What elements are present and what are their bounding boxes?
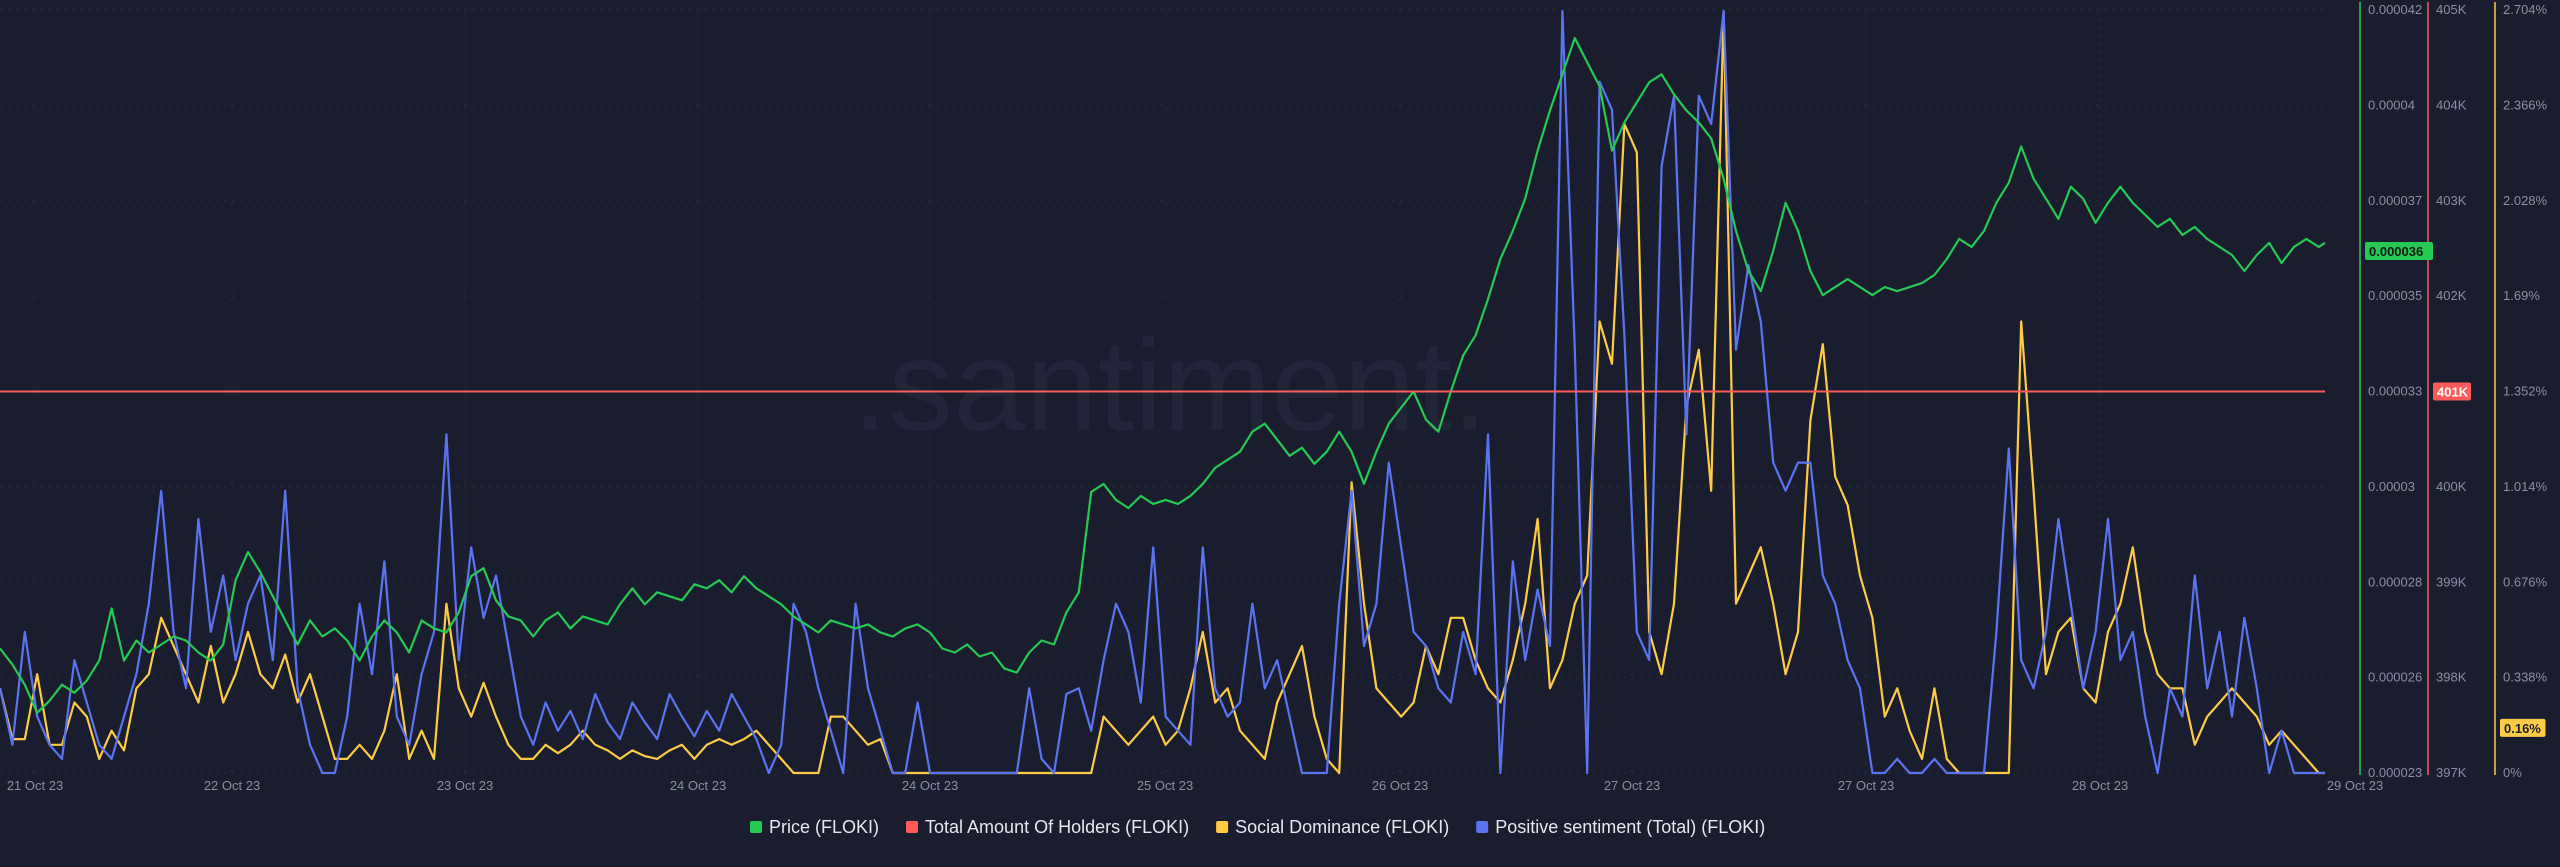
dominance-tick-label: 0.676% — [2503, 574, 2548, 589]
price-current-badge — [2365, 241, 2433, 260]
x-tick-label: 23 Oct 23 — [437, 778, 493, 793]
dominance-tick-label: 2.366% — [2503, 97, 2548, 112]
dominance-current-badge — [2500, 718, 2546, 737]
x-tick-label: 29 Oct 23 — [2327, 778, 2383, 793]
x-tick-label: 26 Oct 23 — [1372, 778, 1428, 793]
dominance-current-label: 0.16% — [2504, 721, 2541, 736]
holders-tick-label: 400K — [2436, 479, 2467, 494]
holders-tick-label: 405K — [2436, 2, 2467, 17]
holders-tick-label: 399K — [2436, 574, 2467, 589]
x-tick-label: 24 Oct 23 — [902, 778, 958, 793]
legend-item-label[interactable]: Social Dominance (FLOKI) — [1235, 817, 1449, 837]
price-tick-label: 0.000035 — [2368, 288, 2422, 303]
legend-swatch — [1476, 821, 1489, 833]
x-tick-label: 22 Oct 23 — [204, 778, 260, 793]
holders-tick-label: 404K — [2436, 97, 2467, 112]
price-tick-label: 0.000033 — [2368, 384, 2422, 399]
legend[interactable]: Price (FLOKI) Total Amount Of Holders (FL… — [750, 817, 1765, 837]
price-tick-label: 0.00003 — [2368, 479, 2415, 494]
legend-item-label[interactable]: Total Amount Of Holders (FLOKI) — [925, 817, 1189, 837]
legend-swatch — [750, 821, 762, 833]
holders-current-label: 401K — [2437, 385, 2469, 400]
holders-tick-label: 403K — [2436, 193, 2467, 208]
x-tick-label: 27 Oct 23 — [1604, 778, 1660, 793]
legend-swatch — [1216, 821, 1229, 833]
price-tick-label: 0.000037 — [2368, 193, 2422, 208]
price-tick-label: 0.00004 — [2368, 97, 2415, 112]
dominance-tick-label: 0.338% — [2503, 670, 2548, 685]
series-positive-sentiment-total-floki-line — [0, 10, 2325, 775]
series-layer — [0, 10, 2326, 775]
holders-tick-label: 398K — [2436, 670, 2467, 685]
dominance-tick-label: 1.352% — [2503, 384, 2548, 399]
price-current-label: 0.000036 — [2369, 244, 2423, 259]
dominance-tick-label: 1.014% — [2503, 479, 2548, 494]
price-tick-label: 0.000042 — [2368, 2, 2422, 17]
price-tick-label: 0.000026 — [2368, 670, 2422, 685]
series-price-floki-line — [0, 37, 2326, 714]
holders-tick-label: 397K — [2436, 765, 2467, 780]
x-tick-label: 28 Oct 23 — [2072, 778, 2128, 793]
holders-tick-label: 402K — [2436, 288, 2467, 303]
watermark: .santiment. — [852, 312, 1488, 458]
x-tick-label: 25 Oct 23 — [1137, 778, 1193, 793]
series-social-dominance-floki-line — [0, 10, 2325, 775]
legend-swatch — [906, 821, 919, 833]
dominance-tick-label: 1.69% — [2503, 288, 2540, 303]
legend-item-label[interactable]: Price (FLOKI) — [769, 817, 879, 837]
dominance-tick-label: 2.704% — [2503, 2, 2548, 17]
price-tick-label: 0.000023 — [2368, 765, 2422, 780]
legend-item-label[interactable]: Positive sentiment (Total) (FLOKI) — [1495, 817, 1765, 837]
x-tick-label: 27 Oct 23 — [1838, 778, 1894, 793]
dominance-tick-label: 2.028% — [2503, 193, 2548, 208]
price-tick-label: 0.000028 — [2368, 574, 2422, 589]
holders-current-badge — [2433, 382, 2471, 401]
x-axis: 21 Oct 23 22 Oct 23 23 Oct 23 24 Oct 23 24 O… — [7, 778, 2383, 793]
x-tick-label: 24 Oct 23 — [670, 778, 726, 793]
dominance-tick-label: 0% — [2503, 765, 2522, 780]
axes-layer: 0.000042 0.00004 0.000037 0.000035 0.000033 0… — [2359, 2, 2548, 780]
x-tick-label: 21 Oct 23 — [7, 778, 63, 793]
